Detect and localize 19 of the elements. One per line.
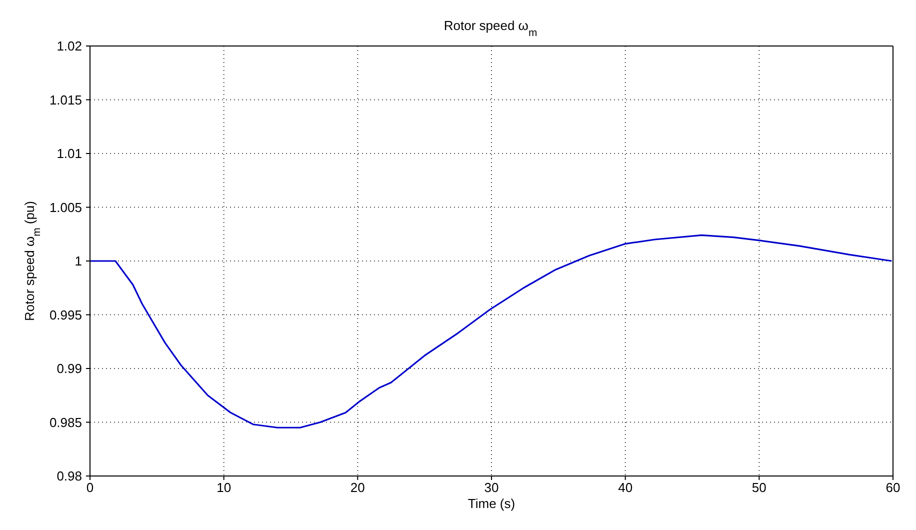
x-tick-label: 60 [886,480,900,496]
y-tick-label: 0.985 [49,414,82,430]
x-tick-label: 40 [618,480,633,496]
x-axis-title: Time (s) [468,496,516,511]
x-tick-label: 20 [350,480,365,496]
y-tick-label: 0.99 [56,361,82,376]
y-tick-label: 1.005 [49,200,82,215]
x-tick-label: 30 [484,480,499,496]
chart-title: Rotor speed ω$_{m}$ [444,18,538,38]
line-series [90,234,892,428]
y-tick-label: 0.995 [49,307,82,322]
x-tick-label: 50 [752,480,766,496]
x-tick-label: 10 [216,480,232,496]
y-tick-label: 1.02 [56,38,82,54]
y-tick-label: 1.015 [49,92,82,108]
y-tick-label: 1.01 [56,146,82,162]
y-tick-label: 1 [74,254,82,269]
x-tick-label: 0 [86,480,94,496]
y-tick-label: 0.98 [56,468,82,484]
